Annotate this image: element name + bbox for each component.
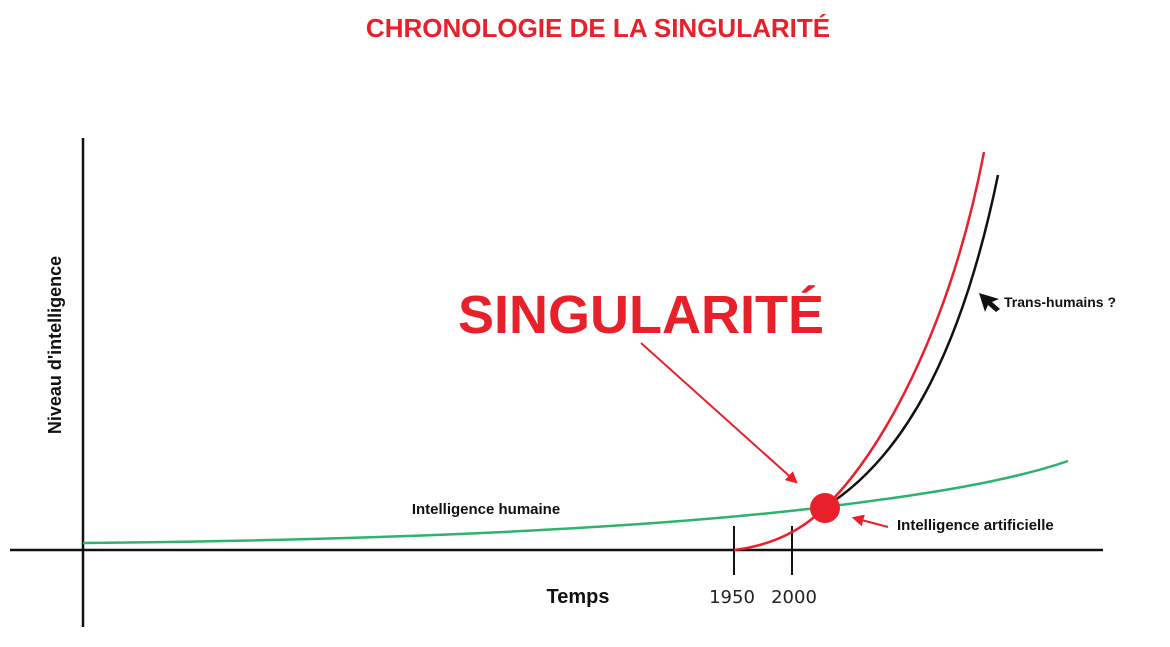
transhuman-label: Trans-humains ?: [1004, 294, 1116, 310]
x-axis-label: Temps: [547, 586, 610, 608]
singularity-arrow: [640, 342, 798, 484]
diagram-title: CHRONOLOGIE DE LA SINGULARITÉ: [366, 13, 830, 43]
singularity-label: SINGULARITÉ: [458, 285, 824, 345]
tick-2000-label: 2000: [771, 587, 817, 608]
y-axis-label: Niveau d'intelligence: [45, 256, 65, 434]
ai-arrow: [851, 514, 889, 528]
tick-1950-label: 1950: [709, 587, 755, 608]
artificial-intelligence-label: Intelligence artificielle: [897, 517, 1054, 534]
human-intelligence-curve: [82, 459, 1069, 545]
transhuman-curve: [824, 174, 1000, 509]
human-intelligence-label: Intelligence humaine: [412, 501, 560, 518]
artificial-intelligence-curve: [733, 151, 986, 552]
singularity-point: [810, 493, 840, 523]
transhuman-pointer-icon: [979, 293, 1000, 312]
